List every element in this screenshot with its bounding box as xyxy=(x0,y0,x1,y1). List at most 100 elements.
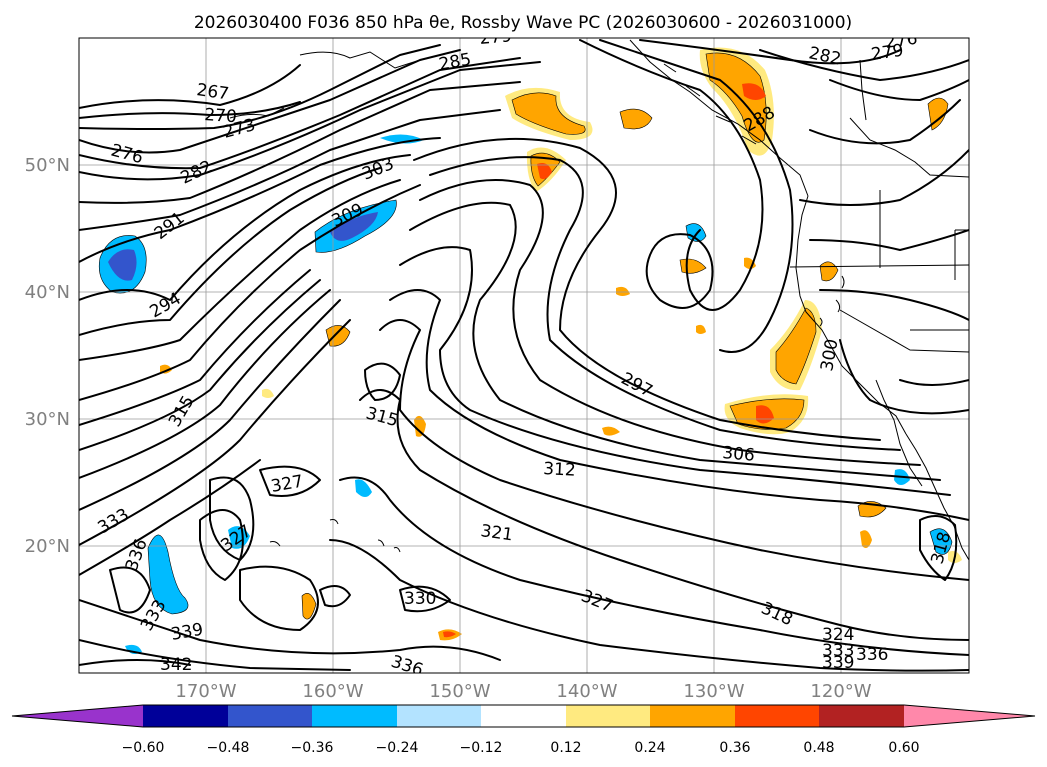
anomaly-positive-region xyxy=(602,426,620,436)
colorbar-swatch xyxy=(312,705,397,727)
contour-label: 276 xyxy=(884,29,919,53)
longitude-label: 160°W xyxy=(302,681,363,702)
anomaly-negative-region xyxy=(330,212,378,241)
colorbar-tick-label: 0.24 xyxy=(634,740,665,756)
theta-e-contour xyxy=(79,599,501,661)
colorbar-tick-label: −0.36 xyxy=(291,740,334,756)
anomaly-positive-region xyxy=(443,631,456,638)
graticule xyxy=(79,38,969,673)
theta-e-contour xyxy=(819,289,969,321)
contour-label: 333 xyxy=(822,641,854,661)
anomaly-positive-region xyxy=(262,388,274,398)
contour-label: 267 xyxy=(195,80,230,104)
theta-e-contour xyxy=(329,539,969,672)
anomaly-positive-region xyxy=(414,415,426,437)
longitude-labels: 170°W 160°W 150°W 140°W 130°W 120°W xyxy=(175,681,871,702)
anomaly-positive-region xyxy=(705,52,767,143)
theta-e-contour xyxy=(399,246,951,496)
longitude-label: 120°W xyxy=(810,681,871,702)
theta-e-contour xyxy=(359,389,969,641)
theta-e-contour xyxy=(79,289,331,479)
theta-e-contour xyxy=(809,229,969,251)
colorbar-swatch xyxy=(228,705,312,727)
anomaly-positive-region xyxy=(619,108,653,130)
theta-e-contour xyxy=(413,137,881,441)
latitude-labels: 50°N 40°N 30°N 20°N xyxy=(25,155,70,557)
theta-e-contour xyxy=(79,639,351,671)
theta-e-contour xyxy=(319,585,351,608)
map-title: 2026030400 F036 850 hPa θe, Rossby Wave … xyxy=(194,13,852,33)
theta-e-contour xyxy=(409,201,941,481)
colorbar-tick-label: −0.48 xyxy=(207,740,250,756)
theta-e-contour xyxy=(79,299,341,511)
contour-label: 312 xyxy=(543,459,576,481)
colorbar-tick-label: 0.48 xyxy=(803,740,834,756)
longitude-label: 140°W xyxy=(556,681,617,702)
theta-e-contour xyxy=(809,99,961,145)
anomaly-positive-region xyxy=(696,324,706,334)
theta-e-contour xyxy=(79,109,501,231)
theta-e-contour xyxy=(239,565,319,631)
contour-label: 336 xyxy=(856,645,888,665)
theta-e-contour xyxy=(829,79,969,101)
contour-label: 324 xyxy=(822,625,854,645)
contour-label: 270 xyxy=(204,105,238,127)
theta-e-contour xyxy=(79,137,441,263)
theta-e-contour xyxy=(79,44,441,130)
theta-e-contour xyxy=(899,379,969,386)
theta-e-contour xyxy=(79,459,261,576)
theta-e-contour xyxy=(379,319,969,581)
theta-e-contour xyxy=(919,515,958,581)
anomaly-negative-region xyxy=(147,534,189,615)
latitude-label: 30°N xyxy=(25,409,70,430)
theta-e-contour xyxy=(109,566,151,614)
latitude-label: 50°N xyxy=(25,155,70,176)
colorbar: −0.60 −0.48 −0.36 −0.24 −0.12 0.12 0.24 … xyxy=(11,704,1036,756)
contour-label: 339 xyxy=(822,653,854,673)
theta-e-contour xyxy=(419,179,921,466)
contour-label: 321 xyxy=(479,521,514,545)
theta-e-contour xyxy=(364,362,401,401)
contour-label: 279 xyxy=(479,26,513,49)
anomaly-negative-region xyxy=(355,479,372,497)
theta-e-contour xyxy=(389,289,969,521)
contour-label: 279 xyxy=(870,41,905,65)
anomaly-negative-region xyxy=(929,528,953,555)
theta-e-contour xyxy=(79,279,321,451)
theta-e-contour xyxy=(339,476,969,656)
colorbar-tick-label: −0.12 xyxy=(460,740,503,756)
colorbar-tick-label: 0.36 xyxy=(719,740,750,756)
colorbar-swatch xyxy=(12,705,143,727)
colorbar-swatch xyxy=(904,705,1035,727)
map-frame xyxy=(78,37,970,674)
contour-label: 342 xyxy=(160,655,192,675)
anomaly-positive-region xyxy=(742,83,766,100)
theta-e-contour xyxy=(839,339,969,415)
theta-e-contour xyxy=(259,465,321,497)
colorbar-swatch xyxy=(819,705,904,727)
anomaly-positive-region xyxy=(860,530,872,548)
anomaly-negative-region xyxy=(228,526,250,549)
theta-e-contour xyxy=(79,179,401,361)
colorbar-tick-label: −0.60 xyxy=(122,740,165,756)
theta-e-contours xyxy=(79,39,969,672)
theta-e-contour xyxy=(79,49,461,154)
theta-e-contour xyxy=(759,49,969,81)
theta-e-contour xyxy=(429,156,901,451)
longitude-label: 150°W xyxy=(429,681,490,702)
coastline xyxy=(229,39,969,561)
latitude-label: 40°N xyxy=(25,282,70,303)
colorbar-tick-label: −0.24 xyxy=(376,740,419,756)
colorbar-swatch xyxy=(650,705,735,727)
colorbar-swatch xyxy=(481,705,566,727)
longitude-label: 170°W xyxy=(175,681,236,702)
anomaly-positive-region xyxy=(616,286,630,296)
theta-e-contour xyxy=(79,154,411,301)
anomaly-positive-region xyxy=(537,163,552,180)
theta-e-contour xyxy=(79,269,311,426)
colorbar-swatch xyxy=(735,705,819,727)
contour-label: 306 xyxy=(722,443,756,466)
theta-e-contour xyxy=(79,61,541,181)
map-plot-area: 267 270 273 276 279 282 282 279 276 285 … xyxy=(79,26,969,675)
